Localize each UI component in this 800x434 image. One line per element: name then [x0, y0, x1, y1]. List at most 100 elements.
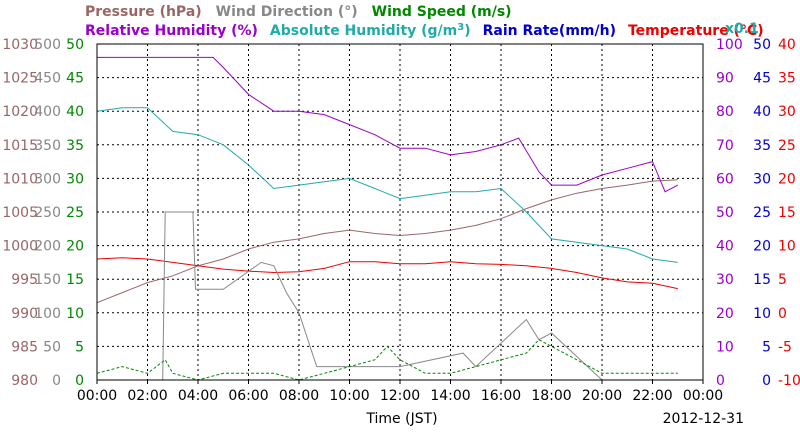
relative_humidity-tick-label: 40 [716, 239, 734, 255]
wind_direction-tick-label: 300 [34, 171, 61, 187]
grid [97, 44, 703, 380]
x-axis: 00:00 02:00 04:00 06:00 08:00 10:00 12:00 14:00… [77, 380, 723, 404]
pressure-tick-label: 1005 [2, 205, 38, 221]
temperature-tick-label: 0 [778, 306, 787, 322]
temperature-tick-label: -5 [778, 339, 792, 355]
relative_humidity-tick-label: 50 [716, 205, 734, 221]
wind_direction-tick-label: 50 [43, 339, 61, 355]
wind_speed-tick-label: 20 [66, 239, 84, 255]
x-tick-label: 18:00 [531, 388, 571, 404]
rain_rate-tick-label: 35 [753, 138, 771, 154]
relative_humidity-tick-label: 30 [716, 272, 734, 288]
legend_row1-item-0: Pressure (hPa) [85, 4, 202, 20]
temperature-tick-label: 40 [778, 37, 796, 53]
rain_rate-tick-label: 10 [753, 306, 771, 322]
pressure-series-line [96, 179, 678, 304]
x-tick-label: 06:00 [228, 388, 268, 404]
legend_row2-item-3: Temperature (°C) [628, 23, 764, 39]
pressure-tick-label: 1025 [2, 71, 38, 87]
temperature-series-line [96, 257, 678, 290]
wind_speed-tick-label: 30 [66, 171, 84, 187]
temperature-tick-label: 5 [778, 272, 787, 288]
wind_speed-tick-label: 40 [66, 104, 84, 120]
wind_direction-tick-label: 400 [34, 104, 61, 120]
pressure-tick-label: 1020 [2, 104, 38, 120]
temperature-tick-label: -10 [778, 373, 800, 389]
wind_direction-tick-label: 200 [34, 239, 61, 255]
wind_direction-series-line [97, 211, 678, 381]
x-tick-label: 04:00 [178, 388, 218, 404]
relative_humidity-tick-label: 20 [716, 306, 734, 322]
relative_humidity-tick-label: 60 [716, 171, 734, 187]
x-tick-label: 12:00 [380, 388, 420, 404]
rain_rate-tick-label: 0 [762, 373, 771, 389]
rain_rate-tick-label: 5 [762, 339, 771, 355]
x-tick-label: 00:00 [77, 388, 117, 404]
pressure-tick-label: 990 [11, 306, 38, 322]
wind_speed-tick-label: 25 [66, 205, 84, 221]
pressure-tick-label: 1015 [2, 138, 38, 154]
wind_speed-series-line [96, 339, 678, 381]
relative_humidity-tick-label: 100 [716, 37, 743, 53]
wind_speed-tick-label: 50 [66, 37, 84, 53]
temperature-tick-label: 15 [778, 205, 796, 221]
pressure-tick-label: 980 [11, 373, 38, 389]
legend: Pressure (hPa) Wind Direction (°) Wind Spe… [85, 4, 764, 39]
relative_humidity-tick-label: 90 [716, 71, 734, 87]
x-tick-label: 02:00 [127, 388, 167, 404]
wind_speed-tick-label: 45 [66, 71, 84, 87]
pressure-tick-label: 995 [11, 272, 38, 288]
wind_direction-tick-label: 450 [34, 71, 61, 87]
relative_humidity-tick-label: 70 [716, 138, 734, 154]
x-tick-label: 08:00 [279, 388, 319, 404]
temperature-tick-label: 20 [778, 171, 796, 187]
wind_speed-tick-label: 35 [66, 138, 84, 154]
pressure-tick-label: 1010 [2, 171, 38, 187]
legend_row1-item-2: Wind Speed (m/s) [372, 4, 512, 20]
relative_humidity-series-line [97, 56, 679, 193]
rain_rate-tick-label: 20 [753, 239, 771, 255]
wind_speed-tick-label: 15 [66, 272, 84, 288]
series-group [96, 56, 679, 381]
x-tick-label: 22:00 [632, 388, 672, 404]
temperature-tick-label: 35 [778, 71, 796, 87]
date-label: 2012-12-31 [663, 411, 744, 427]
pressure-tick-label: 985 [11, 339, 38, 355]
x-tick-label: 00:00 [683, 388, 723, 404]
x-tick-label: 14:00 [430, 388, 470, 404]
temperature-tick-label: 25 [778, 138, 796, 154]
legend_row2-item-2: Rain Rate(mm/h) [483, 23, 616, 39]
legend_row2-item-1: Absolute Humidity (g/m3) [270, 22, 471, 40]
temperature-tick-label: 10 [778, 239, 796, 255]
rain_rate-tick-label: 50 [753, 37, 771, 53]
wind_speed-tick-label: 0 [75, 373, 84, 389]
wind_direction-tick-label: 0 [52, 373, 61, 389]
wind_direction-tick-label: 150 [34, 272, 61, 288]
x-axis-label: Time (JST) [365, 411, 437, 427]
wind_direction-tick-label: 250 [34, 205, 61, 221]
rain_rate-tick-label: 30 [753, 171, 771, 187]
wind_direction-tick-label: 100 [34, 306, 61, 322]
temperature-tick-label: 30 [778, 104, 796, 120]
legend_row2-item-0: Relative Humidity (%) [85, 23, 258, 39]
relative_humidity-tick-label: 80 [716, 104, 734, 120]
wind_speed-tick-label: 10 [66, 306, 84, 322]
x-tick-label: 20:00 [582, 388, 622, 404]
rain_rate-tick-label: 45 [753, 71, 771, 87]
wind_direction-tick-label: 500 [34, 37, 61, 53]
relative_humidity-tick-label: 0 [716, 373, 725, 389]
rain_rate-tick-label: 40 [753, 104, 771, 120]
rain_rate-tick-label: 15 [753, 272, 771, 288]
x-tick-label: 10:00 [329, 388, 369, 404]
pressure-tick-label: 1000 [2, 239, 38, 255]
rain_rate-tick-label: 25 [753, 205, 771, 221]
x-tick-label: 16:00 [481, 388, 521, 404]
legend_row1-item-1: Wind Direction (°) [216, 4, 358, 20]
wind_speed-tick-label: 5 [75, 339, 84, 355]
x01-label: x0.1 [725, 21, 759, 37]
relative_humidity-tick-label: 10 [716, 339, 734, 355]
axes: 1030102510201015101010051000995990985980… [2, 37, 800, 389]
pressure-tick-label: 1030 [2, 37, 38, 53]
